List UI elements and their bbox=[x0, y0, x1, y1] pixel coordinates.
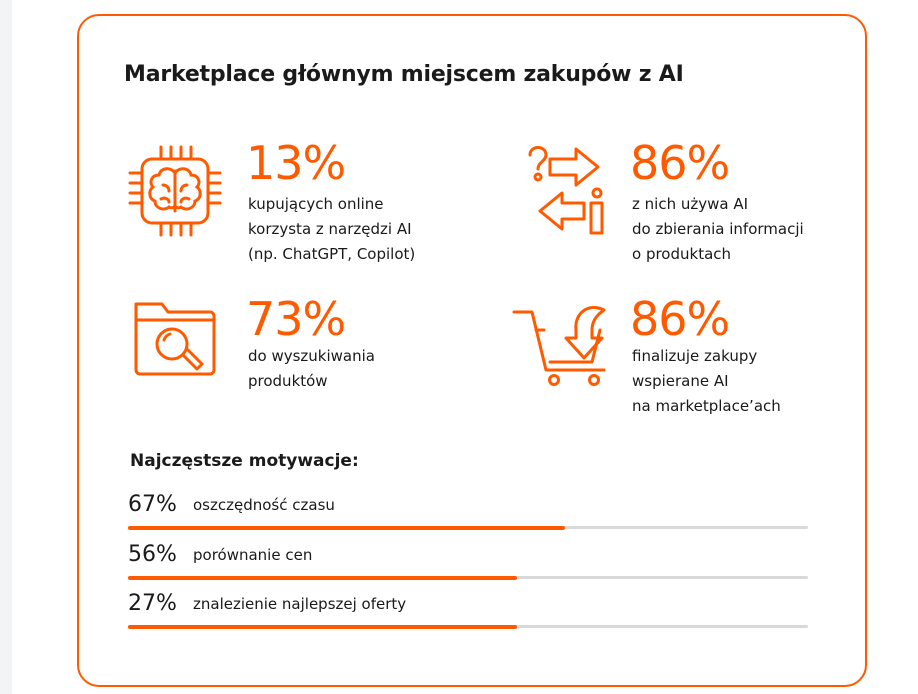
motivation-value: 27% bbox=[128, 591, 177, 616]
progress-fill bbox=[128, 575, 517, 580]
brain-chip-icon bbox=[128, 145, 222, 237]
stat-value: 13% bbox=[246, 136, 346, 190]
stat-description: finalizuje zakupy wspierane AI na market… bbox=[632, 347, 781, 415]
page-margin bbox=[0, 0, 12, 694]
progress-track bbox=[128, 624, 808, 629]
infographic-title: Marketplace głównym miejscem zakupów z A… bbox=[124, 62, 684, 87]
motivation-value: 67% bbox=[128, 492, 177, 517]
motivations-title: Najczęstsze motywacje: bbox=[130, 451, 359, 471]
stat-value: 86% bbox=[630, 136, 730, 190]
motivation-row: 27% znalezienie najlepszej oferty bbox=[128, 591, 808, 631]
stat-description: kupujących online korzysta z narzędzi AI… bbox=[248, 195, 416, 263]
progress-track bbox=[128, 575, 808, 580]
progress-fill bbox=[128, 624, 517, 629]
stat-description: do wyszukiwania produktów bbox=[248, 347, 375, 390]
stat-product-search: 73% do wyszukiwania produktów bbox=[128, 296, 468, 426]
motivation-label: porównanie cen bbox=[193, 546, 313, 564]
progress-track bbox=[128, 525, 808, 530]
stat-ai-usage: 13% kupujących online korzysta z narzędz… bbox=[128, 136, 468, 273]
cart-download-icon bbox=[512, 306, 606, 386]
motivation-label: oszczędność czasu bbox=[193, 496, 335, 514]
infographic-card bbox=[77, 14, 867, 687]
motivation-row: 56% porównanie cen bbox=[128, 542, 808, 582]
progress-fill bbox=[128, 525, 566, 530]
question-info-exchange-icon bbox=[528, 146, 604, 235]
motivation-label: znalezienie najlepszej oferty bbox=[193, 595, 407, 613]
stat-description: z nich używa AI do zbierania informacji … bbox=[632, 195, 804, 263]
motivation-value: 56% bbox=[128, 542, 177, 567]
stat-value: 73% bbox=[246, 292, 346, 346]
motivation-row: 67% oszczędność czasu bbox=[128, 492, 808, 532]
stat-info-gathering: 86% z nich używa AI do zbierania informa… bbox=[522, 136, 862, 273]
folder-search-icon bbox=[134, 302, 216, 376]
stat-purchase-finalization: 86% finalizuje zakupy wspierane AI na ma… bbox=[512, 296, 852, 426]
stat-value: 86% bbox=[630, 292, 730, 346]
